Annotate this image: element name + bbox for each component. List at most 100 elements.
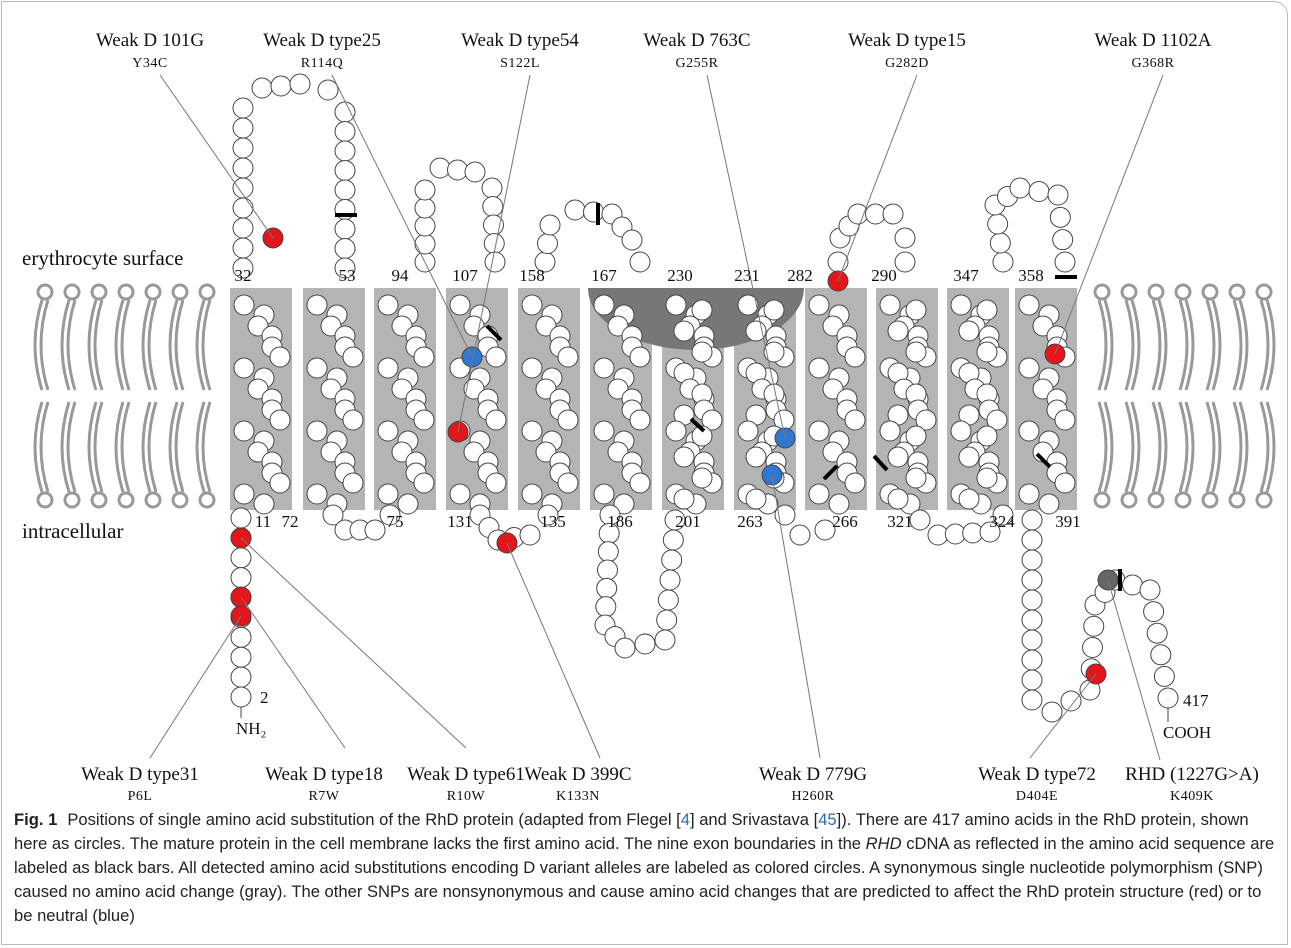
residue xyxy=(594,421,614,441)
residue-number: 94 xyxy=(392,266,410,285)
residue xyxy=(254,494,274,514)
residue xyxy=(1022,630,1042,650)
residue xyxy=(977,468,997,488)
residue xyxy=(594,358,614,378)
page: {"figure": { "side_labels": ["erythrocyt… xyxy=(0,0,1291,948)
lipid-head xyxy=(1095,493,1109,507)
residue xyxy=(596,597,616,617)
residue xyxy=(597,578,617,598)
lipid-tail xyxy=(170,402,183,492)
residue xyxy=(335,180,355,200)
residue-number: 32 xyxy=(235,266,252,285)
residue xyxy=(880,421,900,441)
residue xyxy=(335,122,355,142)
variant-mutation: S122L xyxy=(500,56,540,71)
lipid-head xyxy=(1149,493,1163,507)
reference-link[interactable]: 45 xyxy=(818,810,836,829)
residue xyxy=(1042,702,1062,722)
residue-number: 186 xyxy=(607,512,633,531)
variant-name: Weak D 763C xyxy=(643,30,750,51)
residue-number: 358 xyxy=(1018,266,1044,285)
residue xyxy=(663,530,683,550)
gene-name: RHD xyxy=(866,834,902,853)
caption-text: ] and Srivastava [ xyxy=(690,810,818,829)
residue xyxy=(630,473,650,493)
lipid-tail xyxy=(1207,402,1220,492)
residue xyxy=(1022,610,1042,630)
residue xyxy=(657,610,677,630)
residue xyxy=(233,138,253,158)
lipid-tail xyxy=(143,300,156,390)
residue xyxy=(1022,590,1042,610)
residue xyxy=(233,198,253,218)
residue-number: 282 xyxy=(787,266,813,285)
lipid-head xyxy=(1176,493,1190,507)
residue xyxy=(1029,182,1049,202)
residue xyxy=(233,118,253,138)
reference-link[interactable]: 4 xyxy=(681,810,690,829)
lipid-tail xyxy=(1261,300,1274,390)
residue xyxy=(660,570,680,590)
residue xyxy=(234,295,254,315)
residue xyxy=(1022,670,1042,690)
residue xyxy=(448,160,468,180)
lipid-tail xyxy=(1126,300,1139,390)
residue xyxy=(343,473,363,493)
residue xyxy=(415,216,435,236)
residue xyxy=(1083,638,1103,658)
residue xyxy=(1019,358,1039,378)
residue xyxy=(270,347,290,367)
lipid-head xyxy=(1230,285,1244,299)
residue xyxy=(1140,580,1160,600)
residue-number: 201 xyxy=(675,512,701,531)
residue xyxy=(1019,484,1039,504)
lipid-head xyxy=(1122,285,1136,299)
caption-text: Positions of single amino acid substitut… xyxy=(67,810,680,829)
residue xyxy=(231,667,251,687)
residue xyxy=(485,252,505,272)
variant-name: Weak D 101G xyxy=(96,30,204,51)
residue xyxy=(1010,178,1030,198)
residue xyxy=(307,358,327,378)
residue-number: 72 xyxy=(282,512,299,531)
residue xyxy=(615,638,635,658)
variant-mutation: R114Q xyxy=(301,56,343,71)
variant-name: Weak D 399C xyxy=(524,764,631,785)
residue xyxy=(895,252,915,272)
lipid-tail xyxy=(170,300,183,390)
lipid-head xyxy=(200,493,214,507)
lipid-head xyxy=(38,493,52,507)
residue xyxy=(415,234,435,254)
residue xyxy=(233,218,253,238)
variant-name: Weak D type31 xyxy=(81,764,199,785)
residue xyxy=(738,421,758,441)
lipid-tail xyxy=(1207,300,1220,390)
residue xyxy=(307,484,327,504)
residue xyxy=(888,321,908,341)
residue xyxy=(231,548,251,568)
residue xyxy=(378,421,398,441)
residue xyxy=(674,489,694,509)
lipid-head xyxy=(92,285,106,299)
caption-label: Fig. 1 xyxy=(14,810,57,829)
residue xyxy=(1151,645,1171,665)
residue xyxy=(630,347,650,367)
residue xyxy=(335,141,355,161)
residue xyxy=(271,76,291,96)
lipid-tail xyxy=(197,300,210,390)
lipid-tail xyxy=(1180,300,1193,390)
leader-line xyxy=(160,75,273,238)
residue xyxy=(594,484,614,504)
residue xyxy=(486,410,506,430)
residue-number: 263 xyxy=(737,512,763,531)
residue xyxy=(746,489,766,509)
variant-mutation: Y34C xyxy=(132,56,167,71)
variant-name: Weak D type72 xyxy=(978,764,1096,785)
residue-number: 290 xyxy=(871,266,897,285)
terminus-number: 417 xyxy=(1183,691,1209,710)
lipid-head xyxy=(119,493,133,507)
variant-mutation: P6L xyxy=(128,789,153,804)
lipid-head xyxy=(1176,285,1190,299)
lipid-tail xyxy=(143,402,156,492)
residue-number: 231 xyxy=(734,266,760,285)
